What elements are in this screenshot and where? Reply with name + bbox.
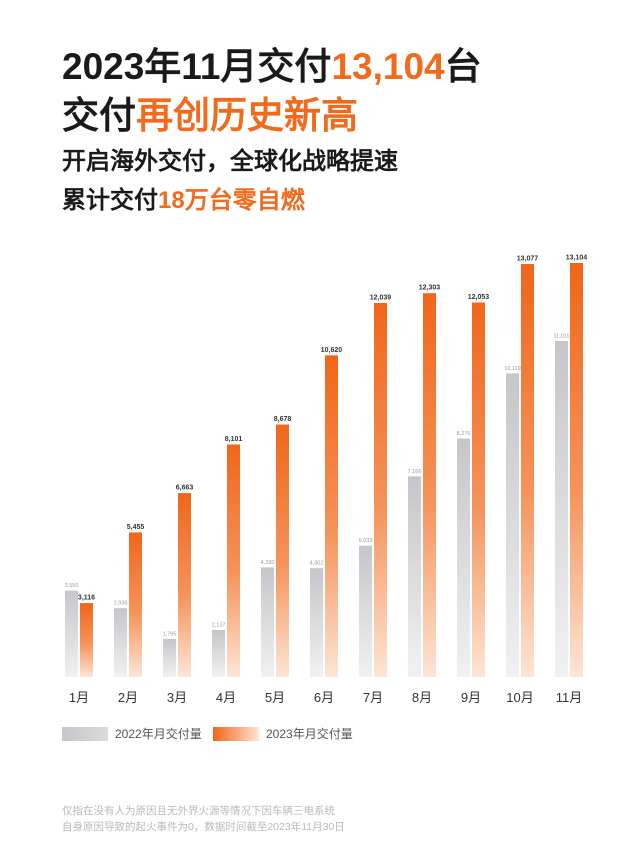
bar-value-label-2023-month-10: 13,077 bbox=[517, 256, 539, 263]
bar-value-label-2023-month-8: 12,303 bbox=[419, 285, 441, 292]
bar-value-label-2023-month-3: 6,663 bbox=[176, 485, 194, 492]
legend-label-2022: 2022年月交付量 bbox=[115, 727, 202, 741]
bar-2023-month-1 bbox=[80, 603, 93, 677]
headline-delivery-count: 13,104 bbox=[331, 46, 445, 87]
bar-value-label-2023-month-6: 10,620 bbox=[321, 347, 343, 354]
bars-group bbox=[65, 263, 583, 677]
month-label-1: 1月 bbox=[69, 690, 89, 705]
bar-2022-month-9 bbox=[457, 438, 470, 677]
headline-line-1-prefix: 2023年11月交付 bbox=[62, 46, 332, 87]
headline-record-high: 再创历史新高 bbox=[136, 95, 358, 136]
bar-2023-month-8 bbox=[423, 293, 436, 677]
headline-line-1-suffix: 台 bbox=[444, 46, 482, 87]
subheadline-cumulative-highlight: 18万台零自燃 bbox=[158, 187, 305, 214]
delivery-bar-chart: 3,550 3,116 2,936 5,455 1,795 6,663 2,137 8,101… bbox=[65, 255, 588, 706]
month-label-5: 5月 bbox=[265, 690, 285, 705]
bar-2022-month-1 bbox=[65, 590, 78, 677]
bar-2022-month-8 bbox=[408, 476, 421, 677]
bar-value-label-2023-month-2: 5,455 bbox=[127, 524, 145, 531]
bar-2023-month-5 bbox=[276, 424, 289, 677]
month-labels-group: 1月 2月 3月 4月 5月 6月 7月 8月 9月 10月 11月 bbox=[69, 690, 582, 705]
bar-value-label-2022-month-7: 5,033 bbox=[359, 538, 373, 544]
bar-value-label-2023-month-9: 12,053 bbox=[468, 294, 490, 301]
footnote-line-2: 自身原因导致的起火事件为0，数据时间截至2023年11月30日 bbox=[62, 821, 345, 833]
bar-value-label-2022-month-1: 3,550 bbox=[65, 583, 79, 589]
legend-swatch-2023 bbox=[213, 727, 259, 741]
subheadline-cumulative: 累计交付18万台零自燃 bbox=[62, 185, 305, 217]
bar-value-label-2022-month-8: 7,166 bbox=[408, 469, 422, 475]
bar-value-labels-group: 3,550 3,116 2,936 5,455 1,795 6,663 2,137 8,101… bbox=[65, 255, 588, 638]
bar-2023-month-11 bbox=[570, 263, 583, 677]
bar-value-label-2023-month-4: 8,101 bbox=[225, 436, 243, 443]
bar-value-label-2022-month-4: 2,137 bbox=[212, 623, 226, 629]
bar-value-label-2022-month-6: 4,302 bbox=[310, 561, 324, 567]
bar-2023-month-3 bbox=[178, 493, 191, 677]
bar-value-label-2022-month-11: 11,011 bbox=[553, 334, 569, 340]
month-label-8: 8月 bbox=[412, 690, 432, 705]
bar-2022-month-2 bbox=[114, 608, 127, 677]
month-label-2: 2月 bbox=[118, 690, 138, 705]
bar-2022-month-4 bbox=[212, 630, 225, 677]
subheadline-cumulative-prefix: 累计交付 bbox=[62, 187, 158, 214]
bar-2023-month-10 bbox=[521, 264, 534, 677]
month-label-9: 9月 bbox=[461, 690, 481, 705]
headline-line-2-prefix: 交付 bbox=[62, 95, 136, 136]
headline-line-1: 2023年11月交付13,104台 bbox=[62, 45, 482, 89]
bar-value-label-2022-month-5: 4,330 bbox=[261, 560, 275, 566]
month-label-6: 6月 bbox=[314, 690, 334, 705]
bar-value-label-2022-month-2: 2,936 bbox=[114, 601, 128, 607]
bar-2023-month-9 bbox=[472, 302, 485, 677]
legend-swatch-2022 bbox=[62, 727, 108, 741]
bar-value-label-2023-month-11: 13,104 bbox=[566, 255, 588, 262]
bar-2023-month-2 bbox=[129, 532, 142, 677]
bar-2022-month-3 bbox=[163, 638, 176, 677]
month-label-10: 10月 bbox=[506, 690, 533, 705]
bar-2022-month-11 bbox=[555, 341, 568, 677]
bar-2022-month-10 bbox=[506, 373, 519, 677]
bar-2022-month-6 bbox=[310, 568, 323, 677]
month-label-4: 4月 bbox=[216, 690, 236, 705]
bar-2022-month-7 bbox=[359, 545, 372, 677]
month-label-3: 3月 bbox=[167, 690, 187, 705]
bar-value-label-2022-month-3: 1,795 bbox=[163, 631, 177, 637]
footnote-line-1: 仅指在没有人为原因且无外界火源等情况下因车辆三电系统 bbox=[62, 805, 335, 817]
subheadline-overseas: 开启海外交付，全球化战略提速 bbox=[62, 148, 398, 175]
bar-2023-month-4 bbox=[227, 444, 240, 677]
headline-line-2: 交付再创历史新高 bbox=[62, 94, 358, 138]
bar-value-label-2023-month-5: 8,678 bbox=[274, 416, 292, 423]
legend-label-2023: 2023年月交付量 bbox=[266, 727, 353, 741]
bar-2023-month-7 bbox=[374, 303, 387, 677]
bar-2022-month-5 bbox=[261, 567, 274, 677]
bar-value-label-2022-month-9: 8,276 bbox=[457, 431, 471, 437]
bar-value-label-2022-month-10: 10,119 bbox=[504, 366, 520, 372]
bar-value-label-2023-month-7: 12,039 bbox=[370, 295, 392, 302]
month-label-7: 7月 bbox=[363, 690, 383, 705]
bar-2023-month-6 bbox=[325, 355, 338, 677]
month-label-11: 11月 bbox=[556, 690, 583, 705]
bar-value-label-2023-month-1: 3,116 bbox=[78, 595, 95, 602]
